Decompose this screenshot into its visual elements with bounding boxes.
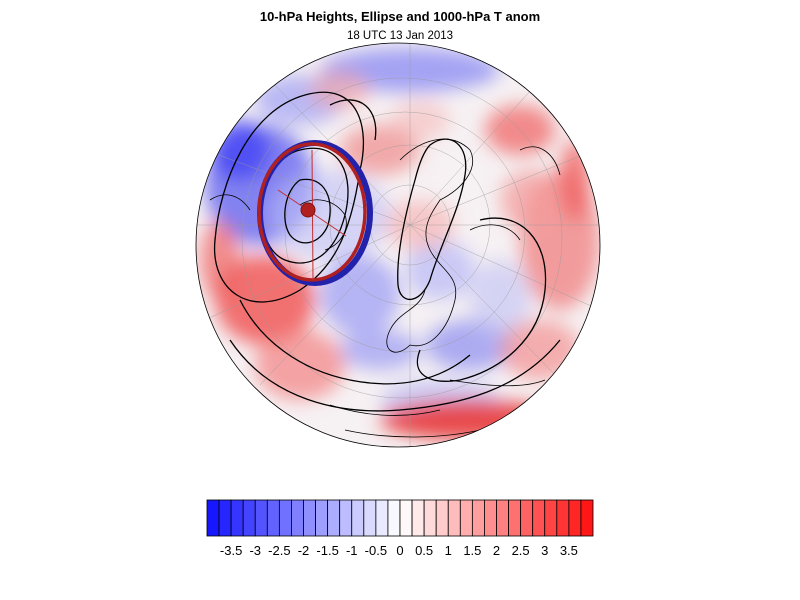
colorbar-tick-label: 1.5 — [463, 543, 481, 558]
ellipse-center-marker — [300, 202, 316, 218]
colorbar-box — [399, 499, 413, 537]
colorbar-box — [471, 499, 485, 537]
colorbar-box — [568, 499, 582, 537]
colorbar-box — [387, 499, 401, 537]
colorbar-tick-label: 3 — [541, 543, 548, 558]
chart-subtitle: 18 UTC 13 Jan 2013 — [346, 30, 454, 42]
colorbar-tick-label: 1 — [445, 543, 452, 558]
colorbar-box — [230, 499, 244, 537]
colorbar-tick-label: 3.5 — [560, 543, 578, 558]
colorbar-box — [375, 499, 389, 537]
colorbar-tick-label: 0.5 — [415, 543, 433, 558]
colorbar-box — [411, 499, 425, 537]
coastlines — [209, 138, 561, 438]
colorbar-box — [363, 499, 377, 537]
colorbar-tick-label: -2 — [298, 543, 310, 558]
colorbar-box — [435, 499, 449, 537]
colorbar-box — [291, 499, 304, 537]
chart-title: 10-hPa Heights, Ellipse and 1000-hPa T a… — [259, 9, 541, 24]
colorbar-box — [544, 499, 558, 537]
colorbar-box — [484, 499, 497, 537]
colorbar-box — [508, 499, 522, 537]
colorbar-boxes — [206, 499, 594, 537]
colorbar-box — [327, 499, 341, 537]
colorbar-box — [278, 499, 292, 537]
colorbar-box — [315, 499, 329, 537]
colorbar-box — [459, 499, 473, 537]
colorbar-box — [423, 499, 437, 537]
colorbar-tick-label: 2.5 — [512, 543, 530, 558]
colorbar-box — [520, 499, 534, 537]
globe-outline — [195, 42, 601, 448]
colorbar-tick-label: -1.5 — [316, 543, 338, 558]
colorbar-box — [447, 499, 461, 537]
colorbar-box — [556, 499, 570, 537]
colorbar-tick-label: -1 — [346, 543, 358, 558]
polar-map — [195, 42, 601, 448]
colorbar-box — [218, 499, 232, 537]
colorbar-tick-label: -0.5 — [365, 543, 387, 558]
vortex-ellipse — [257, 140, 373, 286]
colorbar-tick-label: -3 — [249, 543, 261, 558]
colorbar-labels: -3.5 -3 -2.5 -2 -1.5 -1 -0.5 0 0.5 1 1.5 2 2.5 3 3.5 — [220, 543, 578, 558]
colorbar-box — [266, 499, 280, 537]
colorbar-box — [339, 499, 353, 537]
colorbar-tick-label: 0 — [396, 543, 403, 558]
colorbar-box — [496, 499, 509, 537]
colorbar-tick-label: -3.5 — [220, 543, 242, 558]
colorbar-box — [206, 499, 220, 537]
colorbar-box — [351, 499, 365, 537]
colorbar-box — [532, 499, 546, 537]
colorbar-box — [254, 499, 268, 537]
colorbar-tick-label: -2.5 — [268, 543, 290, 558]
colorbar-box — [242, 499, 256, 537]
colorbar-tick-label: 2 — [493, 543, 500, 558]
colorbar-box — [580, 499, 594, 537]
colorbar-box — [303, 499, 316, 537]
